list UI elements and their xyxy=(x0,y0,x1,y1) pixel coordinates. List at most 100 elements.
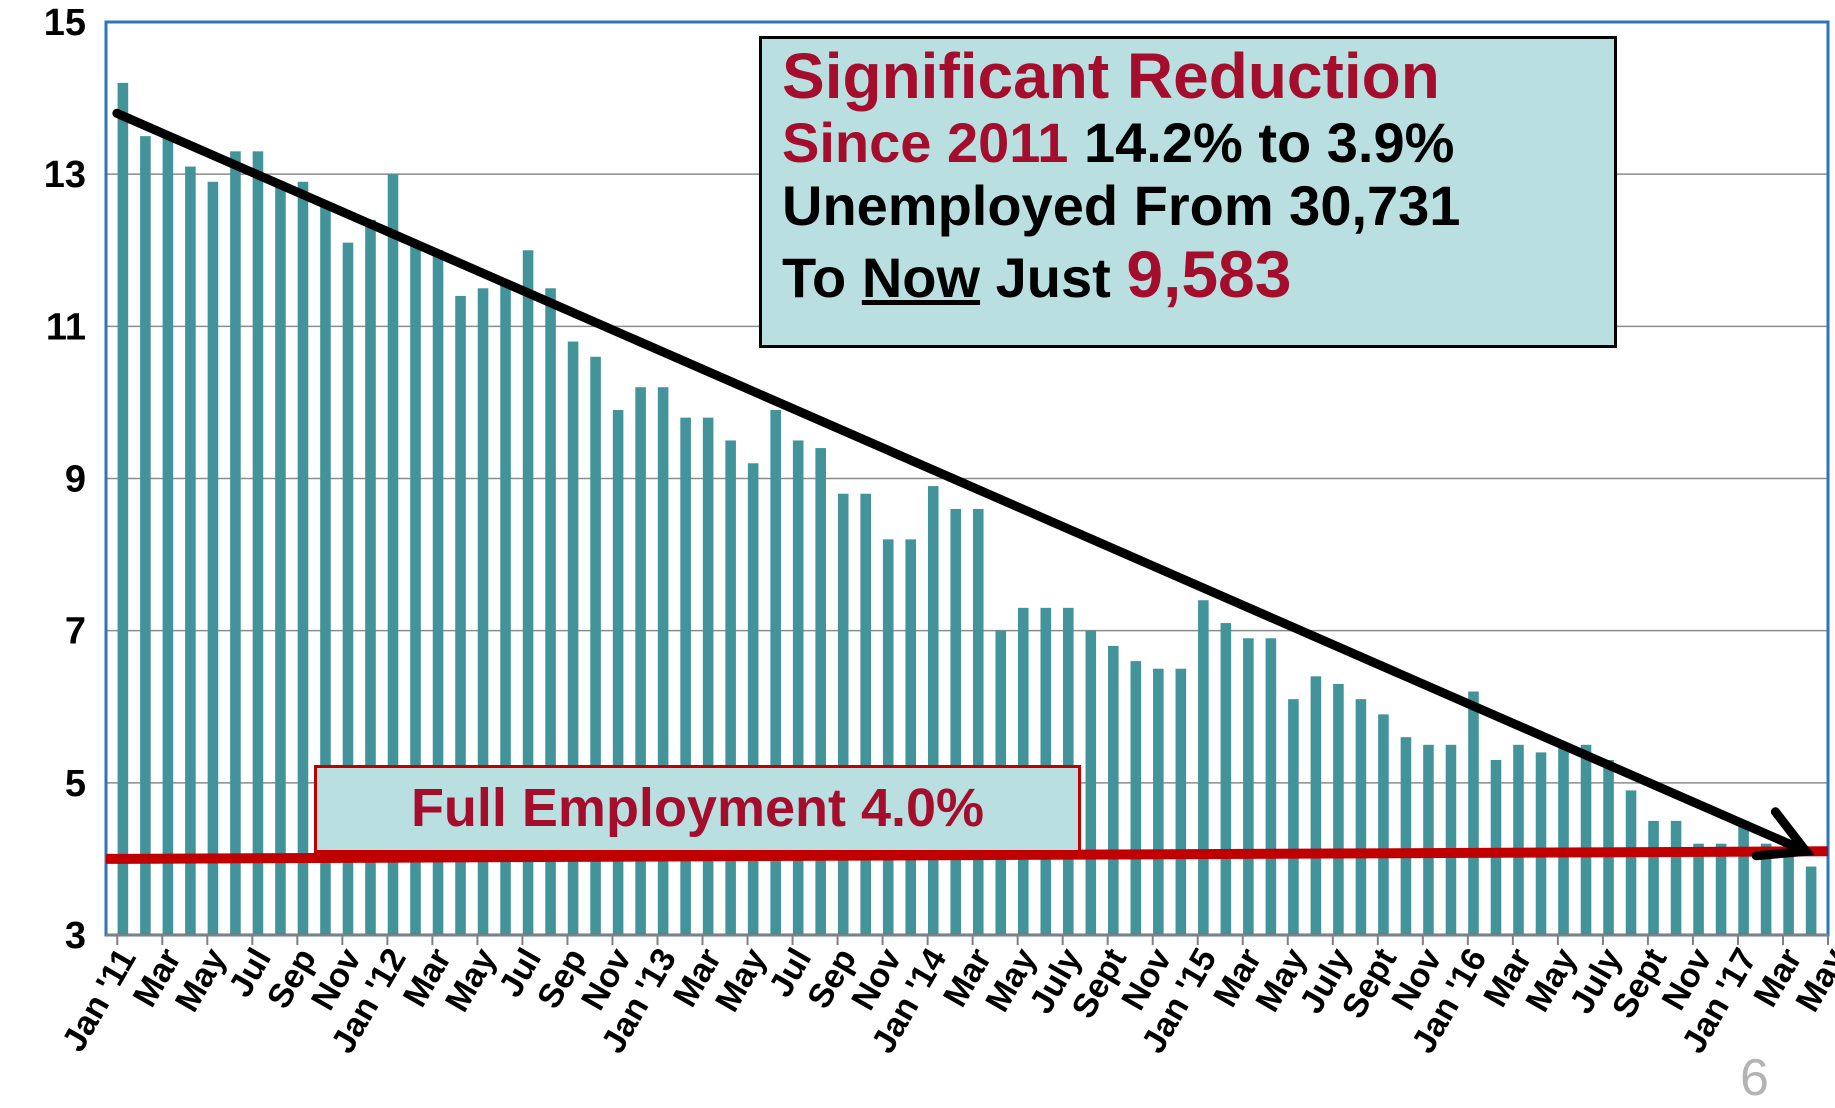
bar xyxy=(680,417,691,936)
bar xyxy=(162,136,174,935)
plot-frame xyxy=(104,20,1830,945)
bar xyxy=(860,493,871,935)
bar xyxy=(342,242,354,935)
bar xyxy=(545,288,556,936)
bar xyxy=(1108,645,1119,935)
bar xyxy=(972,508,984,935)
bar xyxy=(252,151,264,935)
bar xyxy=(500,280,511,935)
bar xyxy=(185,166,196,935)
bar xyxy=(1423,744,1434,935)
bar xyxy=(297,181,309,935)
bar xyxy=(117,82,129,935)
bar xyxy=(1153,668,1164,935)
bar xyxy=(950,508,962,935)
bar xyxy=(1333,683,1344,935)
bar xyxy=(612,410,624,935)
callout-now-line: To Now Just 9,583 xyxy=(782,236,1614,311)
bar xyxy=(770,410,781,935)
bar xyxy=(590,356,601,935)
y-tick-label: 11 xyxy=(46,306,86,348)
bar xyxy=(1760,843,1772,935)
bar xyxy=(455,295,466,935)
y-tick-label: 3 xyxy=(65,915,86,957)
bar xyxy=(657,387,669,935)
callout-count: 9,583 xyxy=(1126,236,1292,311)
bar xyxy=(792,440,804,935)
bar xyxy=(567,341,579,935)
bar xyxy=(230,151,241,935)
bar xyxy=(1378,714,1389,935)
bar xyxy=(365,219,376,936)
y-tick-label: 15 xyxy=(44,2,86,44)
bar xyxy=(905,539,917,935)
reduction-callout: Significant Reduction Since 2011 14.2% t… xyxy=(759,36,1617,348)
bar xyxy=(837,493,849,935)
bar xyxy=(1468,691,1479,935)
y-axis-tick-labels: 3 5 7 9 11 13 15 xyxy=(44,2,86,957)
bar xyxy=(725,440,736,935)
callout-now: Now xyxy=(861,245,981,309)
bar xyxy=(522,250,534,935)
bar xyxy=(1243,638,1254,935)
bar xyxy=(882,539,894,935)
trend-arrow-line xyxy=(112,108,1811,856)
bar-series xyxy=(117,82,1817,936)
bar xyxy=(1198,600,1209,935)
bar xyxy=(140,136,151,935)
bar xyxy=(477,288,489,936)
bar xyxy=(1355,699,1367,935)
full-employment-label: Full Employment 4.0% xyxy=(314,765,1081,853)
bar xyxy=(1693,843,1704,935)
callout-title: Significant Reduction xyxy=(782,40,1440,112)
bar xyxy=(1670,820,1682,935)
bar xyxy=(1558,744,1569,935)
bar xyxy=(1805,866,1817,935)
y-tick-label: 9 xyxy=(65,459,86,501)
bar xyxy=(635,387,646,935)
bar xyxy=(320,204,331,936)
bar xyxy=(1648,820,1659,935)
bar xyxy=(387,174,399,935)
bar xyxy=(1715,843,1727,935)
callout-to: To xyxy=(782,245,862,309)
y-tick-label: 7 xyxy=(65,611,86,653)
page-number: 6 xyxy=(1740,1049,1769,1107)
callout-since: Since 2011 xyxy=(782,111,1069,175)
bar xyxy=(1445,744,1457,935)
callout-range: 14.2% to 3.9% xyxy=(1068,111,1455,175)
trend-arrow-head xyxy=(1751,807,1815,861)
bar xyxy=(432,250,444,935)
bar xyxy=(815,448,826,935)
bar xyxy=(747,463,759,935)
bar xyxy=(1580,744,1592,935)
bar xyxy=(702,417,714,936)
callout-unemployed-line: Unemployed From 30,731 xyxy=(782,173,1461,237)
callout-just: Just xyxy=(980,245,1127,309)
bar xyxy=(410,242,421,935)
bar xyxy=(1535,752,1547,935)
bar xyxy=(1265,638,1277,935)
bar xyxy=(1513,744,1524,935)
bar xyxy=(1085,630,1097,935)
bar xyxy=(1130,661,1142,935)
bar xyxy=(275,181,286,935)
bar xyxy=(207,181,219,935)
bar xyxy=(1625,790,1637,935)
y-tick-label: 13 xyxy=(44,154,86,196)
bar xyxy=(1400,737,1412,935)
bar xyxy=(1490,760,1502,935)
bar xyxy=(927,486,939,935)
bar xyxy=(1220,623,1232,935)
bar xyxy=(1738,820,1749,935)
bar xyxy=(1783,843,1794,935)
bar xyxy=(1288,699,1299,935)
bar xyxy=(1175,668,1187,935)
annotation-lines xyxy=(105,108,1829,864)
full-employment-line xyxy=(105,846,1829,864)
x-tick-label: Jan '11 xyxy=(55,942,144,1058)
y-tick-label: 5 xyxy=(65,763,86,805)
callout-since-line: Since 2011 14.2% to 3.9% xyxy=(782,111,1614,175)
